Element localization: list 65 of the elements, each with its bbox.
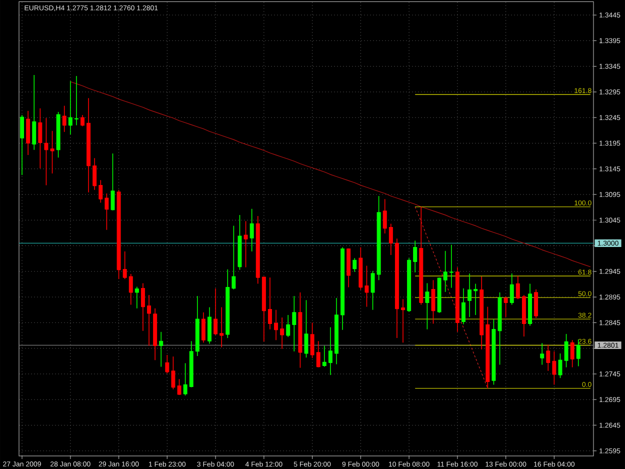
candlestick — [510, 273, 514, 306]
candlestick — [165, 354, 170, 374]
candlestick — [74, 76, 78, 126]
candlestick — [388, 223, 393, 256]
candlestick — [128, 274, 133, 306]
candlestick — [304, 300, 308, 358]
candlestick — [80, 114, 84, 127]
candlestick — [147, 294, 152, 346]
candlestick — [244, 220, 248, 268]
candlestick — [316, 340, 320, 368]
candlestick — [68, 80, 72, 135]
candlestick — [32, 74, 36, 150]
candlestick — [177, 378, 182, 396]
candlestick — [62, 105, 66, 132]
candlestick — [286, 314, 290, 338]
candlestick — [50, 130, 54, 174]
candlestick — [546, 344, 550, 372]
candlestick — [364, 265, 369, 308]
candlestick — [44, 118, 48, 186]
candlestick — [540, 342, 544, 366]
candlestick — [183, 362, 188, 396]
candlestick — [98, 180, 103, 204]
candlestick — [425, 282, 430, 330]
candlestick — [431, 280, 436, 324]
candlestick — [268, 277, 272, 330]
candlestick — [134, 286, 139, 309]
candlestick — [140, 282, 145, 332]
candlestick — [352, 258, 357, 272]
candlestick — [552, 350, 556, 386]
candlestick — [250, 208, 254, 252]
candlestick — [274, 309, 278, 341]
candlestick — [474, 283, 478, 316]
candlestick — [232, 225, 236, 290]
candlestick — [292, 296, 296, 352]
candlestick — [310, 322, 314, 358]
candlestick — [214, 288, 218, 336]
candlestick — [461, 288, 466, 325]
candlestick — [159, 332, 164, 368]
candlestick — [564, 334, 568, 368]
candlestick — [382, 198, 387, 234]
candlestick — [280, 317, 284, 350]
candlestick — [576, 339, 580, 367]
candlestick — [328, 326, 332, 376]
candlestick — [516, 276, 520, 300]
candlestick — [401, 298, 405, 344]
candlestick — [443, 250, 448, 292]
candlestick — [201, 312, 206, 344]
candlestick — [370, 270, 375, 310]
candlestick — [38, 108, 42, 169]
candlestick — [534, 288, 538, 318]
candlestick — [468, 273, 472, 318]
candlestick — [220, 306, 224, 348]
candlestick — [413, 240, 418, 273]
candlestick — [322, 345, 326, 368]
candlestick — [122, 251, 127, 280]
line-series — [414, 206, 488, 389]
candlestick — [570, 340, 574, 368]
candlestick — [449, 244, 454, 288]
candlestick — [92, 158, 97, 190]
candlestick — [171, 356, 176, 390]
candlestick — [110, 153, 115, 211]
candlestick — [20, 114, 24, 176]
candlestick — [104, 193, 109, 230]
candlestick — [504, 296, 508, 318]
candlestick — [558, 353, 562, 378]
